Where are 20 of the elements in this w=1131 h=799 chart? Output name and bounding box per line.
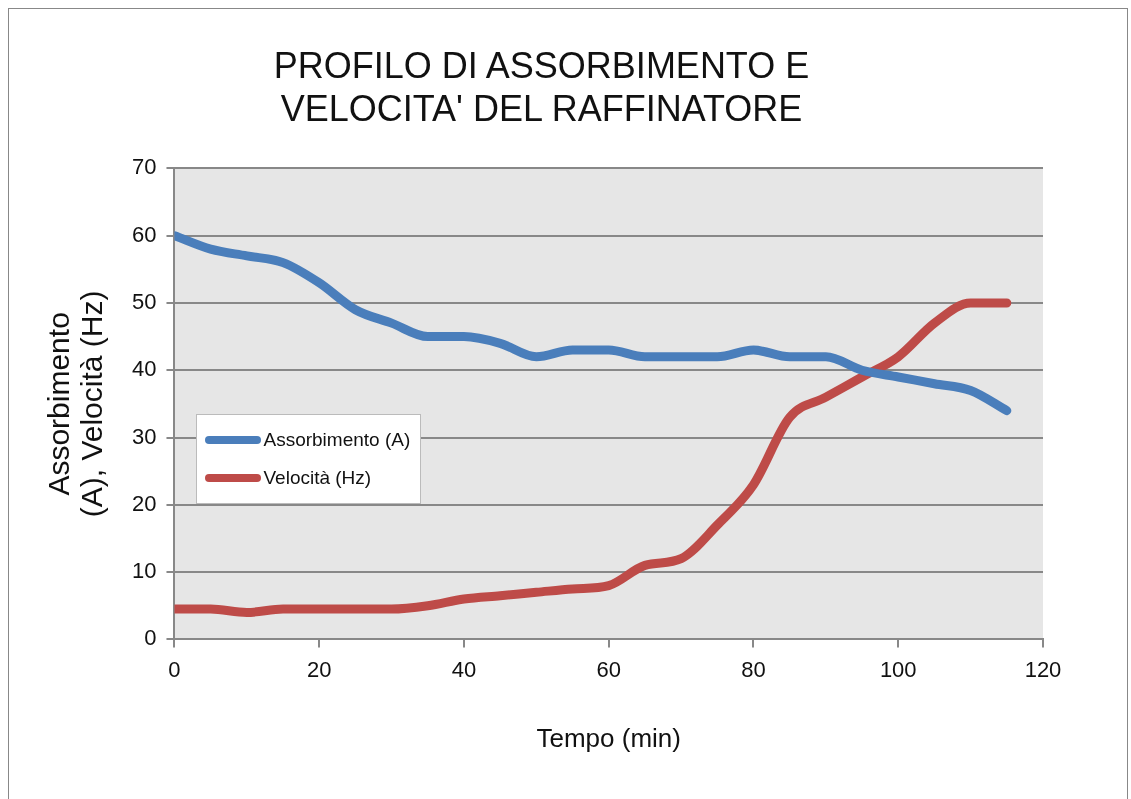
y-tick-label: 10 <box>131 558 157 584</box>
x-tick-label: 120 <box>1024 656 1062 682</box>
y-tick-label: 20 <box>131 490 157 516</box>
x-axis-title: Tempo (min) <box>536 722 681 753</box>
y-tick-label: 60 <box>131 221 157 247</box>
legend-label: Velocità (Hz) <box>263 466 372 489</box>
legend-label: Assorbimento (A) <box>263 428 411 451</box>
x-tick-label: 80 <box>741 656 766 682</box>
y-tick-label: 0 <box>144 625 157 651</box>
y-tick-label: 40 <box>131 356 157 382</box>
y-tick-label: 30 <box>131 423 157 449</box>
y-tick-label: 70 <box>131 154 157 180</box>
x-tick-label: 60 <box>596 656 621 682</box>
x-tick-label: 40 <box>451 656 477 682</box>
y-axis-title: Assorbimento (A), Velocità (Hz) <box>41 290 108 518</box>
chart-title: PROFILO DI ASSORBIMENTO E VELOCITA' DEL RAFFINATORE <box>273 44 810 129</box>
x-tick-label: 0 <box>168 656 181 682</box>
x-tick-label: 100 <box>879 656 917 682</box>
y-tick-label: 50 <box>131 289 157 315</box>
x-tick-label: 20 <box>306 656 332 682</box>
